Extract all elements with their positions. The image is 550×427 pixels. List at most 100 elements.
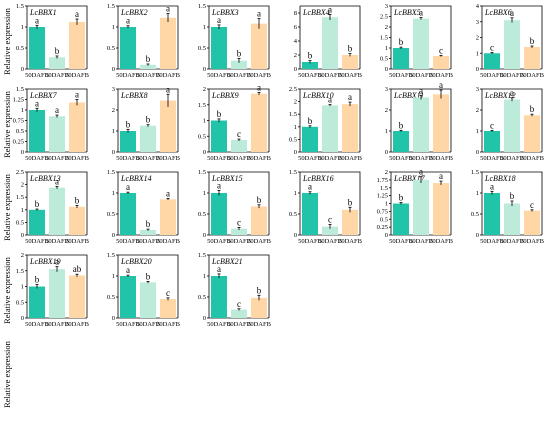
significance-letter: c: [490, 42, 494, 52]
y-tick-label: 2: [294, 52, 297, 59]
x-tick-label: 50DAFB: [207, 321, 232, 328]
chart-title: LcBBX14: [120, 174, 152, 183]
x-tick-label: 50DAFB: [116, 155, 141, 162]
y-tick-label: 1: [476, 50, 479, 57]
y-tick-label: 3: [385, 3, 388, 10]
chart-panel-lcbbx9: LcBBX9 0 0.5 1 1.5 2 b 50DAFB c 60DAFB a 70DAFB: [198, 82, 272, 162]
x-tick-label: 50DAFB: [25, 72, 50, 79]
y-tick-label: 1.5: [289, 111, 297, 118]
bar-60dafb: [504, 203, 520, 235]
y-tick-label: 3: [112, 86, 115, 93]
y-tick-label: 0.5: [16, 128, 24, 135]
chart-title: LcBBX4: [302, 8, 330, 17]
x-tick-label: 70DAFB: [520, 155, 545, 162]
significance-letter: b: [146, 115, 151, 125]
chart-panel-lcbbx3: LcBBX3 0 0.5 1 1.5 a 50DAFB b 60DAFB a 70DAFB: [198, 3, 272, 79]
x-tick-label: 70DAFB: [338, 238, 363, 245]
y-tick-label: 2: [385, 107, 388, 114]
y-tick-label: 4: [294, 38, 298, 45]
significance-letter: c: [490, 120, 494, 130]
y-tick-label: 0: [294, 232, 297, 239]
significance-letter: a: [419, 85, 423, 95]
significance-letter: b: [35, 199, 40, 209]
x-tick-label: 60DAFB: [500, 155, 525, 162]
chart-panel-lcbbx19: LcBBX19 0 0.5 1 1.5 2 b 50DAFB a 60DAFB ab 70DAFB: [16, 252, 90, 328]
x-tick-label: 60DAFB: [45, 72, 70, 79]
y-tick-label: 0: [203, 66, 206, 73]
chart-title: LcBBX15: [211, 174, 243, 183]
y-tick-label: 1: [21, 107, 24, 114]
x-tick-label: 50DAFB: [389, 155, 414, 162]
y-tick-label: 0: [112, 232, 115, 239]
x-tick-label: 60DAFB: [409, 238, 434, 245]
bar-60dafb: [322, 226, 338, 235]
bar-70dafb: [524, 46, 540, 69]
chart-panel-lcbbx14: LcBBX14 0 0.5 1 1.5 a 50DAFB b 60DAFB a 70DAFB: [107, 169, 181, 245]
significance-letter: a: [308, 182, 312, 192]
bar-50dafb: [211, 27, 227, 69]
y-tick-label: 1: [294, 124, 297, 131]
x-tick-label: 50DAFB: [207, 155, 232, 162]
significance-letter: a: [490, 181, 494, 191]
x-tick-label: 50DAFB: [389, 72, 414, 79]
panel-frame: [391, 88, 452, 152]
significance-letter: a: [166, 188, 170, 198]
x-tick-label: 60DAFB: [227, 155, 252, 162]
x-tick-label: 50DAFB: [25, 238, 50, 245]
y-tick-label: 0.5: [107, 294, 115, 301]
x-tick-label: 70DAFB: [338, 155, 363, 162]
y-tick-label: 6: [294, 24, 298, 31]
significance-letter: b: [217, 109, 222, 119]
y-tick-label: 2: [385, 169, 388, 176]
bar-50dafb: [393, 131, 409, 152]
significance-letter: a: [126, 16, 130, 26]
bar-60dafb: [504, 20, 520, 69]
y-tick-label: 1.5: [107, 252, 115, 259]
x-tick-label: 60DAFB: [136, 321, 161, 328]
bar-50dafb: [484, 193, 500, 235]
chart-panel-lcbbx12: LcBBX12 0 1 2 3 c 50DAFB a 60DAFB b 70DAFB: [476, 86, 545, 162]
chart-panel-lcbbx5: LcBBX5 0 0.5 1 1.5 2 2.5 3 b 50DAFB a 60DAFB c 70DAFB: [380, 3, 454, 79]
y-tick-label: 4: [476, 3, 480, 10]
bar-60dafb: [231, 309, 247, 318]
bar-50dafb: [393, 203, 409, 235]
significance-letter: a: [55, 257, 59, 267]
y-tick-label: 2: [21, 252, 24, 259]
y-tick-label: 0.5: [107, 211, 115, 218]
y-tick-label: 1.5: [198, 3, 206, 10]
x-tick-label: 70DAFB: [429, 238, 454, 245]
y-tick-label: 1: [385, 201, 388, 208]
chart-title: LcBBX5: [393, 8, 421, 17]
x-tick-label: 60DAFB: [318, 155, 343, 162]
y-tick-label: 1: [294, 190, 297, 197]
bar-70dafb: [160, 100, 176, 152]
y-tick-label: 2: [112, 107, 115, 114]
bar-60dafb: [504, 99, 520, 152]
y-tick-label: 1.5: [16, 3, 24, 10]
chart-title: LcBBX11: [393, 91, 424, 100]
y-tick-label: 0.5: [380, 216, 388, 223]
x-tick-label: 60DAFB: [227, 238, 252, 245]
y-tick-label: 1: [21, 284, 24, 291]
x-tick-label: 50DAFB: [480, 155, 505, 162]
x-tick-label: 50DAFB: [25, 321, 50, 328]
panel-frame: [27, 171, 88, 235]
bar-50dafb: [302, 126, 318, 152]
x-tick-label: 70DAFB: [338, 72, 363, 79]
significance-letter: a: [75, 90, 79, 100]
significance-letter: b: [348, 197, 353, 207]
bar-50dafb: [120, 131, 136, 152]
bar-50dafb: [120, 27, 136, 69]
bar-70dafb: [69, 102, 85, 152]
panel-frame: [118, 5, 179, 69]
bar-70dafb: [251, 23, 267, 69]
y-tick-label: 0: [112, 149, 115, 156]
y-tick-label: 1.5: [16, 194, 24, 201]
significance-letter: a: [55, 105, 59, 115]
significance-letter: b: [530, 104, 535, 114]
y-tick-label: 1: [476, 190, 479, 197]
bar-60dafb: [49, 187, 65, 235]
y-tick-label: 2: [294, 99, 297, 106]
x-tick-label: 70DAFB: [156, 72, 181, 79]
significance-letter: a: [217, 15, 221, 25]
